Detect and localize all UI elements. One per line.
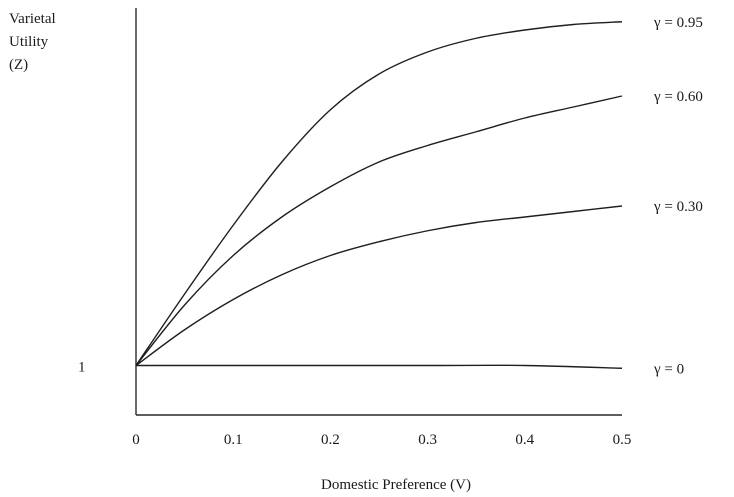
y-axis-label: (Z) — [9, 57, 28, 73]
series-line — [135, 95, 623, 366]
x-tick-label: 0.5 — [613, 432, 632, 448]
series-line — [135, 205, 623, 367]
y-axis-label: Varietal — [9, 11, 56, 27]
series-label: γ = 0 — [653, 361, 684, 377]
x-tick-label: 0.1 — [224, 432, 243, 448]
x-tick-label: 0.3 — [418, 432, 437, 448]
x-axis-label: Domestic Preference (V) — [321, 477, 471, 493]
labels: 0 0.1 0.2 0.3 0.4 0.5 1 Varietal Utility (Z) Domes… — [9, 11, 703, 493]
y-axis-label: Utility — [9, 34, 49, 50]
curves — [135, 21, 623, 369]
x-tick-label: 0 — [132, 432, 140, 448]
series-line — [135, 364, 623, 369]
series-line — [135, 21, 623, 366]
axes — [135, 8, 622, 416]
y-tick-label: 1 — [78, 360, 86, 376]
series-label: γ = 0.30 — [653, 199, 703, 215]
x-tick-label: 0.2 — [321, 432, 340, 448]
series-label: γ = 0.95 — [653, 15, 703, 31]
x-tick-label: 0.4 — [515, 432, 534, 448]
series-label: γ = 0.60 — [653, 89, 703, 105]
